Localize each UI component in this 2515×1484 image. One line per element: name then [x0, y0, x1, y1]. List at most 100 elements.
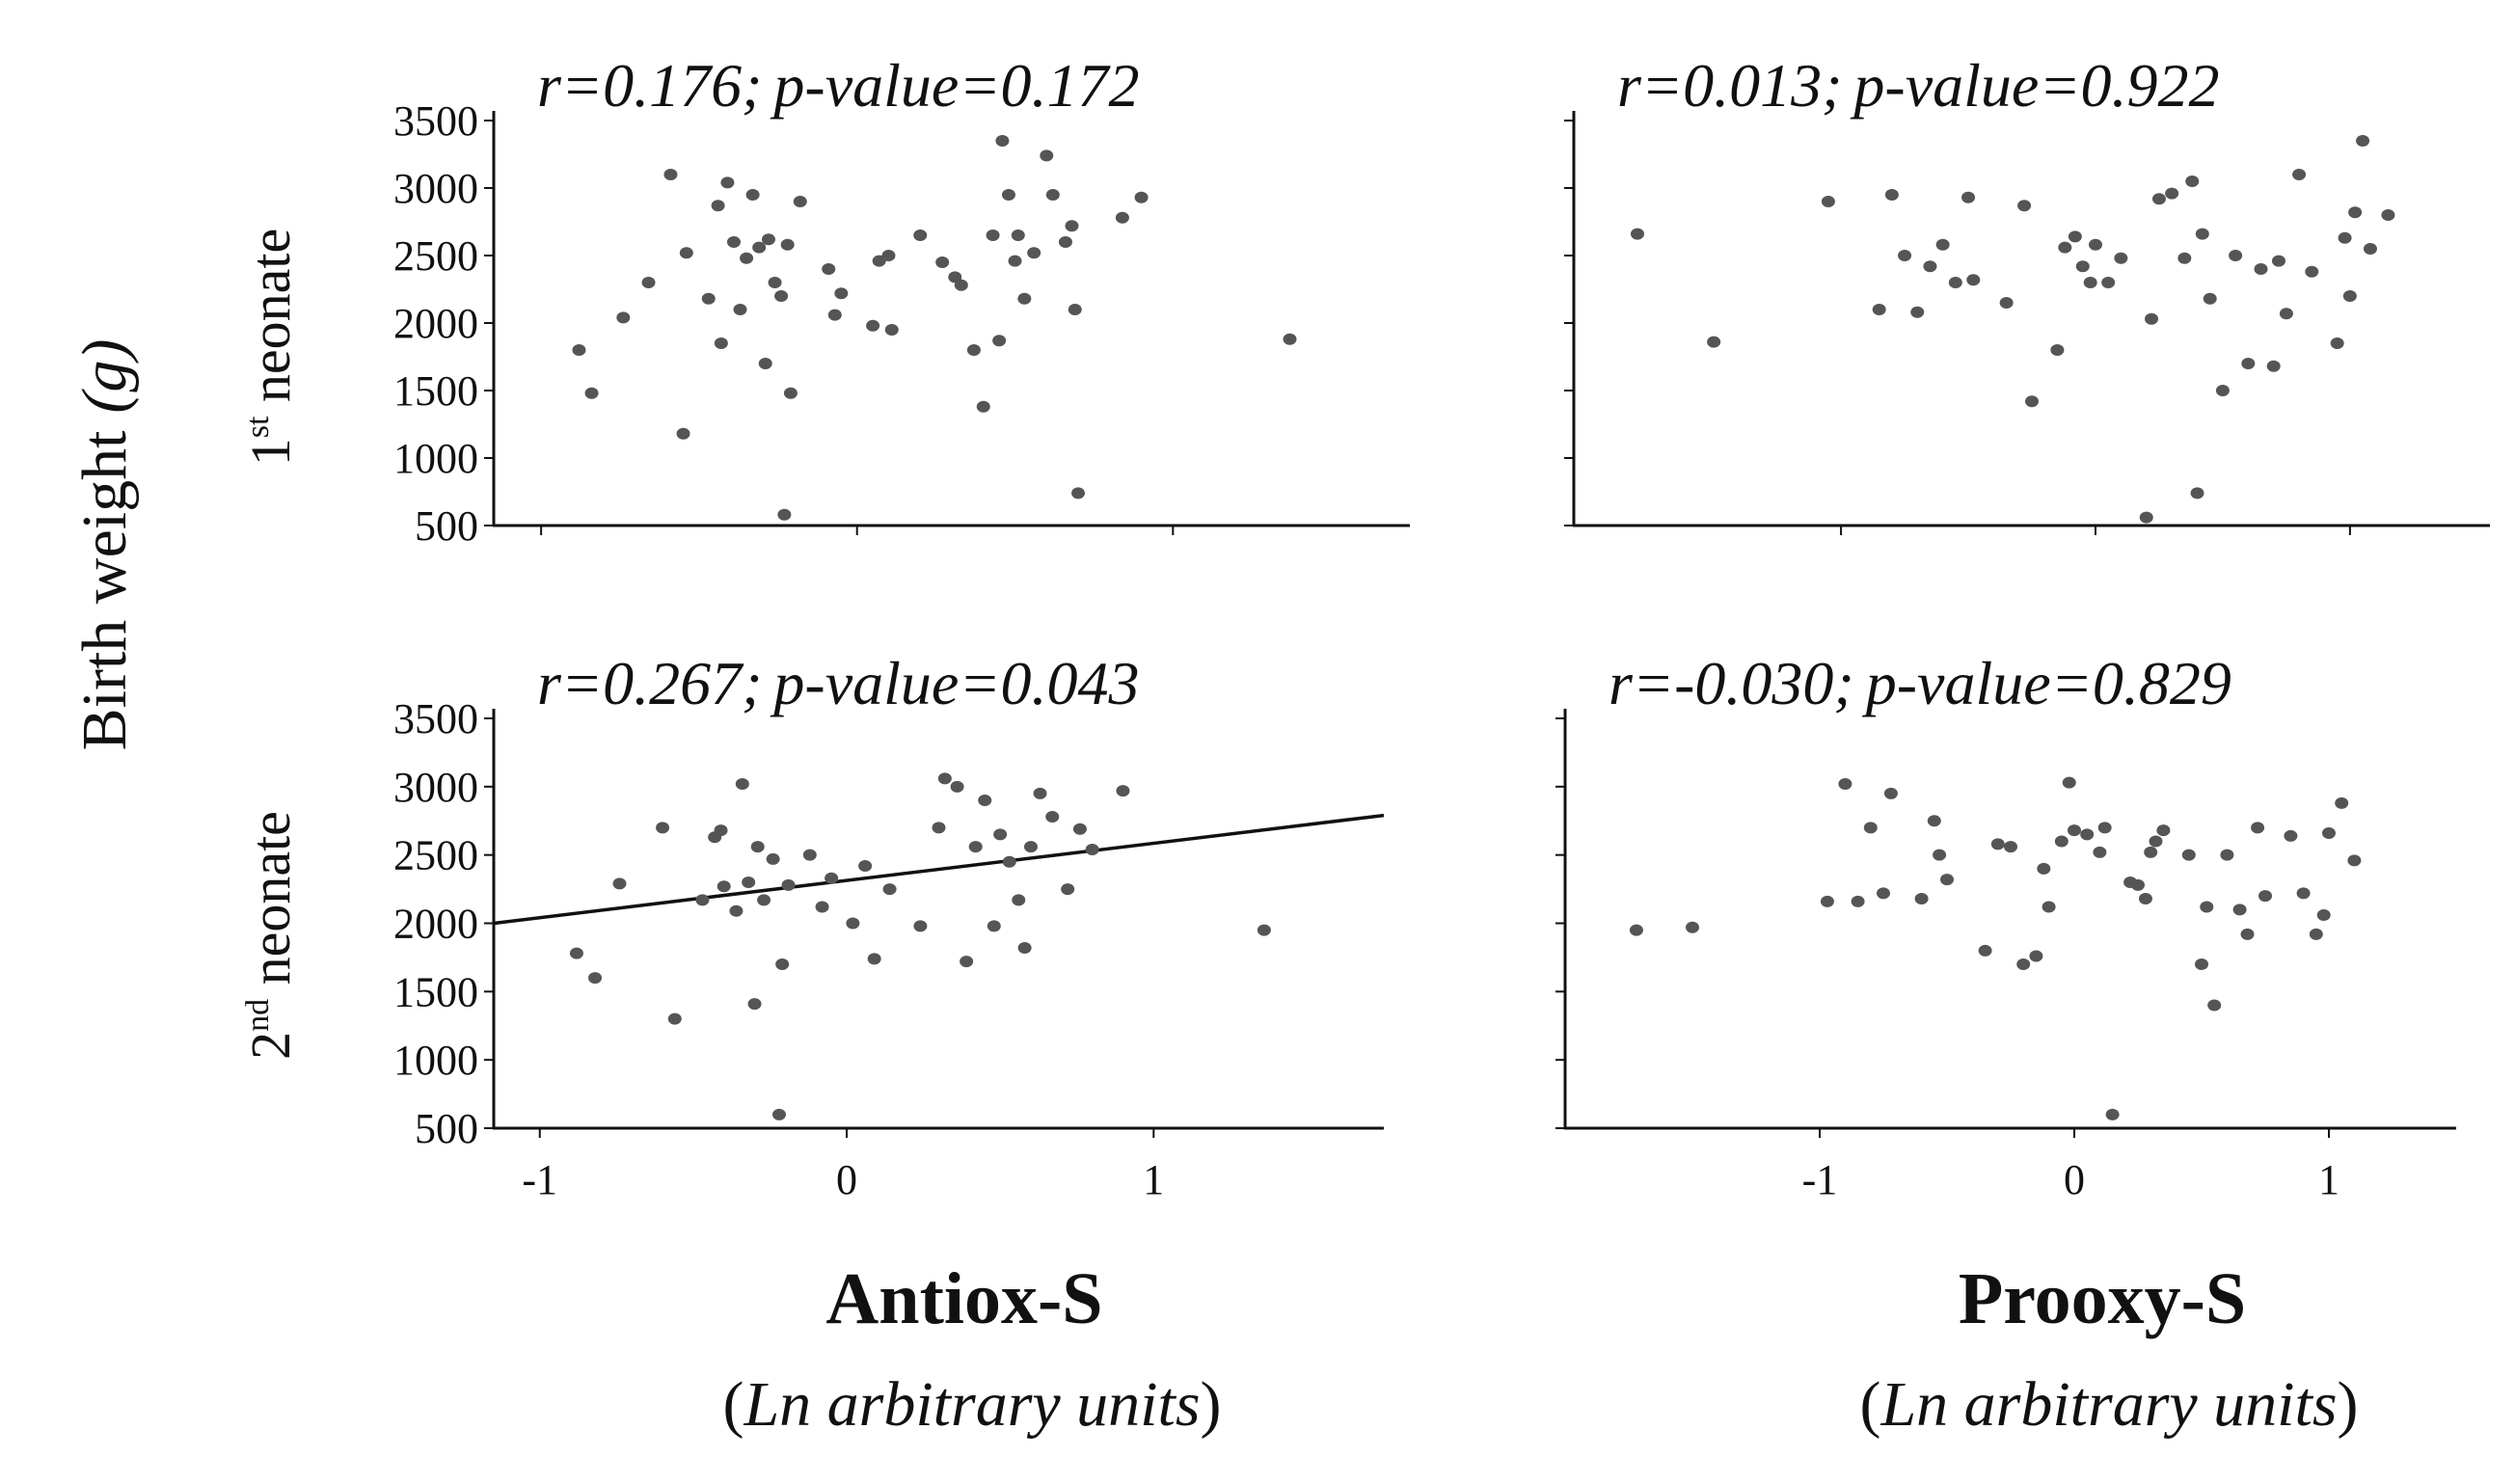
data-point	[1012, 894, 1026, 906]
y-tick-label: 1500	[393, 367, 478, 415]
data-point	[701, 292, 716, 305]
data-point	[667, 1012, 682, 1025]
data-point	[2131, 878, 2145, 891]
data-point	[802, 849, 817, 861]
data-point	[993, 828, 1008, 841]
y-tick-label: 1000	[393, 1037, 478, 1084]
data-point	[2271, 255, 2285, 267]
data-point	[1838, 778, 1852, 790]
data-point	[584, 387, 599, 399]
data-point	[2240, 928, 2255, 940]
correlation-annotation: r=0.267; p-value=0.043	[537, 649, 1140, 717]
data-point	[1072, 823, 1087, 835]
p-value: p-value=0.043	[770, 649, 1139, 717]
data-point	[2144, 846, 2158, 858]
data-point	[2215, 385, 2230, 396]
data-point	[750, 841, 765, 853]
data-point	[768, 277, 782, 288]
data-point	[1629, 924, 1643, 936]
data-point	[872, 255, 886, 267]
data-point	[2083, 277, 2097, 288]
data-point	[992, 335, 1007, 347]
data-point	[2342, 290, 2357, 302]
data-point	[1883, 787, 1898, 799]
data-point	[2363, 243, 2377, 255]
data-point	[1116, 785, 1130, 797]
row-label-2-ordinal: 2	[239, 1032, 302, 1060]
y-tick-label: 2000	[393, 901, 478, 948]
correlation-annotation: r=0.013; p-value=0.922	[1617, 51, 2220, 120]
data-point	[2016, 958, 2031, 970]
data-point	[747, 998, 762, 1011]
data-point	[846, 917, 860, 930]
data-point	[2017, 200, 2032, 212]
data-point	[2068, 824, 2081, 837]
data-point	[1820, 895, 1834, 907]
scatter-panel-3: 500 1000 1500 2000 2500 3000 3500 -1 0 1 r=0.267; p…	[393, 649, 1385, 1203]
data-point	[1002, 855, 1016, 868]
units-open-paren: (	[722, 1369, 744, 1440]
data-point	[2296, 887, 2311, 900]
x-tick-label: 0	[836, 1156, 857, 1203]
data-point	[1058, 236, 1072, 248]
data-point	[2381, 209, 2395, 221]
data-point	[2203, 292, 2217, 305]
data-point	[771, 1108, 786, 1120]
data-point	[2241, 358, 2256, 369]
data-point	[1283, 333, 1297, 345]
data-point	[2338, 231, 2352, 244]
data-point	[1927, 815, 1941, 827]
x-tick-label: 1	[1143, 1156, 1164, 1203]
data-point	[2075, 260, 2090, 273]
data-point	[2347, 854, 2362, 867]
data-point	[2058, 241, 2072, 254]
x-tick-label: 1	[2318, 1156, 2339, 1203]
data-point	[1115, 211, 1129, 224]
data-point	[954, 279, 968, 291]
data-point	[1935, 238, 1950, 251]
data-point	[2080, 828, 2095, 841]
data-point	[2114, 252, 2128, 264]
data-point	[2097, 822, 2112, 834]
data-point	[1884, 189, 1899, 201]
scatter-panel-4: -1 0 1 r=-0.030; p-value=0.829	[1555, 649, 2456, 1203]
data-point	[825, 872, 839, 884]
units-close-paren: )	[2338, 1369, 2359, 1440]
data-point	[976, 400, 990, 413]
r-value: r=0.013;	[1617, 51, 1842, 120]
data-point	[2305, 265, 2319, 278]
data-point	[2042, 901, 2056, 913]
data-point	[2037, 862, 2051, 875]
data-point	[986, 229, 1000, 241]
data-point	[1914, 893, 1929, 904]
data-point	[2165, 187, 2179, 200]
data-point	[641, 277, 656, 288]
p-value: p-value=0.922	[1850, 51, 2219, 120]
y-tick-label: 3000	[393, 764, 478, 811]
y-tick-label: 2500	[393, 232, 478, 280]
data-point	[2356, 135, 2370, 147]
y-axis-title: Birth weight (g)	[69, 339, 140, 751]
data-point	[866, 319, 880, 332]
data-point	[2207, 999, 2222, 1012]
data-point	[1707, 336, 1721, 348]
data-point	[2190, 487, 2204, 499]
data-point	[932, 822, 946, 834]
data-point	[1872, 304, 1886, 315]
data-point	[1068, 304, 1082, 315]
data-point	[1966, 274, 1981, 286]
data-point	[2101, 277, 2116, 288]
data-point	[656, 822, 670, 834]
data-point	[1923, 260, 1937, 273]
scatter-panel-1: 500 1000 1500 2000 2500 3000 3500 r=0.176; p-val…	[393, 51, 1410, 550]
data-point	[777, 508, 792, 521]
data-point	[2151, 193, 2166, 205]
data-point	[2322, 827, 2336, 839]
data-point	[783, 387, 798, 399]
data-point	[1999, 297, 2014, 309]
data-point	[1990, 838, 2005, 850]
data-point	[1023, 841, 1038, 853]
row-label-1-word: neonate	[239, 229, 302, 417]
data-point	[2266, 360, 2281, 372]
